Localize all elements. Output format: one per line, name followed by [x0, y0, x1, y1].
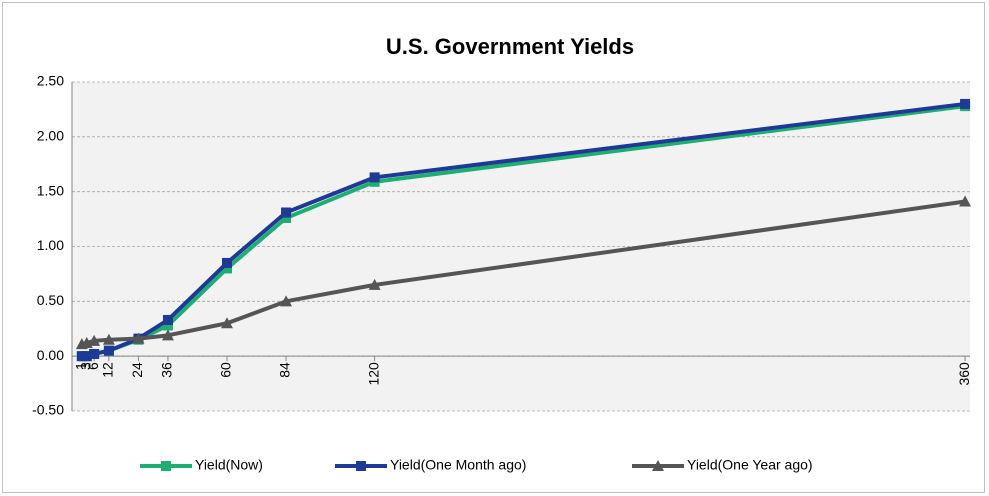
marker [88, 334, 101, 346]
legend-label: Yield(One Month ago) [390, 457, 526, 473]
y-tick-label: 0.50 [37, 292, 64, 308]
plot-area [72, 82, 970, 411]
marker [281, 212, 292, 223]
x-tick-label: 12 [100, 362, 116, 378]
y-tick-label: 1.00 [37, 237, 64, 253]
marker [103, 345, 114, 356]
x-tick-label: 3 [77, 362, 93, 370]
marker [368, 278, 381, 290]
x-tick-label: 36 [159, 362, 175, 378]
x-tick-label: 120 [365, 362, 381, 386]
marker [280, 295, 293, 307]
marker [162, 314, 173, 325]
marker [161, 461, 171, 471]
marker [356, 461, 366, 471]
marker [102, 333, 115, 345]
marker [369, 172, 380, 183]
y-tick-label: 1.50 [37, 182, 64, 198]
y-tick-label: -0.50 [32, 402, 64, 418]
x-tick-label: 1 [73, 362, 89, 370]
y-tick-label: 2.50 [37, 73, 64, 89]
x-tick-label: 6 [85, 362, 101, 370]
marker [960, 98, 971, 109]
marker [221, 257, 232, 268]
marker [652, 460, 664, 471]
marker [220, 317, 233, 329]
legend-label: Yield(One Year ago) [687, 457, 813, 473]
x-tick-label: 360 [956, 362, 972, 386]
marker [161, 329, 174, 341]
marker [959, 195, 972, 207]
marker [162, 320, 173, 331]
marker [221, 263, 232, 274]
marker [81, 351, 92, 362]
marker [281, 207, 292, 218]
y-tick-label: 0.00 [37, 347, 64, 363]
legend-label: Yield(Now) [195, 457, 263, 473]
y-tick-label: 2.00 [37, 128, 64, 144]
x-tick-label: 60 [218, 362, 234, 378]
marker [89, 348, 100, 359]
marker [132, 332, 145, 344]
x-tick-label: 24 [129, 362, 145, 378]
x-tick-label: 84 [277, 362, 293, 378]
chart-title: U.S. Government Yields [386, 34, 634, 59]
